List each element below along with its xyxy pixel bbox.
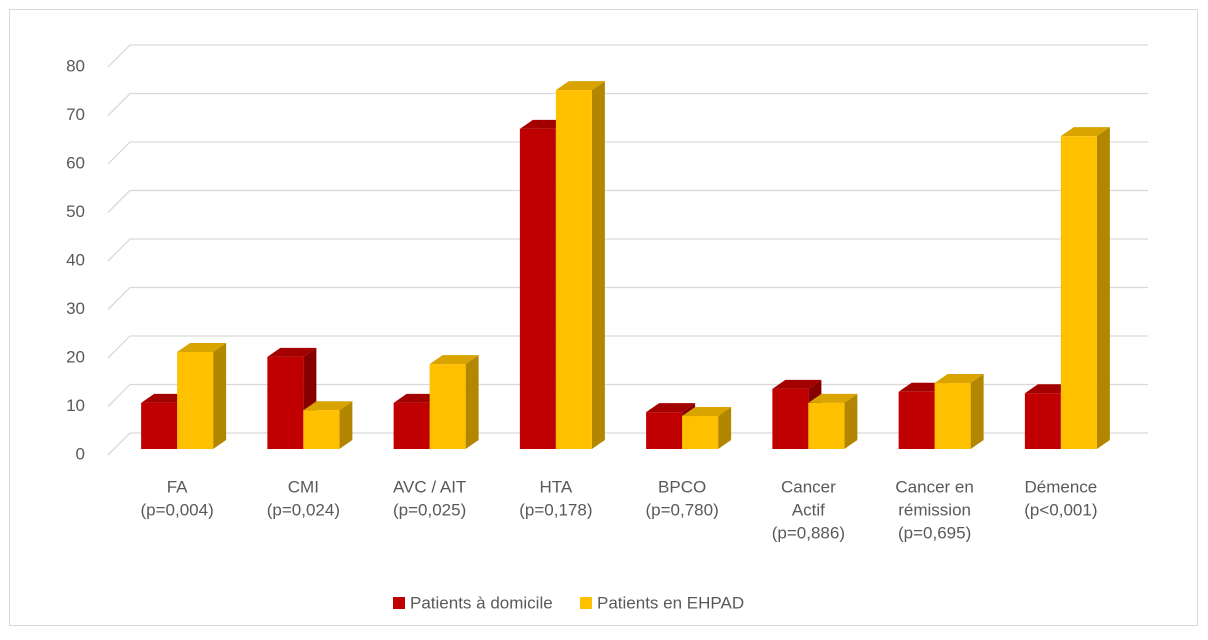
bar-front bbox=[429, 364, 466, 449]
x-tick-label: (p=0,886) bbox=[772, 523, 845, 542]
bar-side bbox=[1096, 127, 1110, 450]
bar-top bbox=[177, 343, 227, 352]
bar-front bbox=[1024, 393, 1061, 449]
bar-front bbox=[519, 128, 556, 449]
y-tick-label: 60 bbox=[66, 153, 85, 172]
bar-side bbox=[591, 81, 605, 449]
bar-top bbox=[555, 81, 605, 91]
x-tick-label: rémission bbox=[898, 500, 971, 519]
x-tick-label: FA bbox=[167, 477, 188, 496]
grid-diagonal bbox=[107, 238, 131, 262]
y-tick-label: 40 bbox=[66, 250, 85, 269]
bar-front bbox=[141, 402, 178, 449]
legend-label: Patients en EHPAD bbox=[597, 593, 744, 612]
bar-side bbox=[213, 343, 227, 449]
grid-diagonal bbox=[107, 287, 131, 310]
bar-front bbox=[772, 388, 809, 449]
grid-diagonal bbox=[107, 335, 131, 359]
grid-diagonal bbox=[107, 93, 131, 116]
bar-top bbox=[934, 374, 984, 384]
x-tick-label: (p<0,001) bbox=[1024, 500, 1097, 519]
x-tick-label: (p=0,024) bbox=[267, 500, 340, 519]
bar-side bbox=[339, 401, 353, 449]
bar bbox=[267, 347, 317, 449]
legend-label: Patients à domicile bbox=[410, 593, 553, 612]
bar bbox=[177, 343, 227, 449]
bar-top bbox=[1060, 127, 1110, 137]
bar-top bbox=[429, 355, 479, 365]
grid-diagonal bbox=[107, 190, 131, 213]
bar-side bbox=[970, 374, 984, 449]
y-tick-label: 80 bbox=[66, 56, 85, 75]
grid-diagonal bbox=[107, 141, 131, 165]
bar-front bbox=[393, 402, 430, 449]
bar-top bbox=[682, 407, 732, 417]
bar-top bbox=[808, 393, 858, 403]
bar-front bbox=[555, 90, 592, 449]
x-tick-label: (p=0,780) bbox=[646, 500, 719, 519]
bar-top bbox=[772, 379, 822, 389]
x-tick-label: AVC / AIT bbox=[393, 477, 466, 496]
bar bbox=[934, 374, 984, 449]
bar-front bbox=[303, 410, 340, 449]
y-tick-label: 70 bbox=[66, 105, 85, 124]
bar-side bbox=[718, 407, 732, 449]
legend-swatch bbox=[393, 597, 405, 609]
grid-diagonal bbox=[107, 384, 131, 407]
bar-front bbox=[177, 352, 214, 449]
bar-top bbox=[303, 401, 353, 411]
bar-front bbox=[267, 356, 304, 449]
x-tick-label: HTA bbox=[540, 477, 573, 496]
x-tick-label: Cancer en bbox=[895, 477, 973, 496]
x-tick-label: Cancer bbox=[781, 477, 836, 496]
x-tick-label: (p=0,004) bbox=[141, 500, 214, 519]
bar-front bbox=[808, 402, 845, 449]
bar-top bbox=[267, 347, 317, 357]
x-tick-label: Démence bbox=[1024, 477, 1097, 496]
bar-side bbox=[844, 393, 858, 449]
x-tick-label: (p=0,695) bbox=[898, 523, 971, 542]
x-tick-label: (p=0,178) bbox=[519, 500, 592, 519]
bar-front bbox=[1060, 136, 1097, 450]
grid-diagonal bbox=[107, 44, 131, 68]
y-tick-label: 50 bbox=[66, 202, 85, 221]
bar-front bbox=[934, 383, 971, 449]
bar-front bbox=[646, 412, 683, 449]
bar-top bbox=[646, 403, 696, 413]
x-tick-label: BPCO bbox=[658, 477, 706, 496]
bar-side bbox=[465, 355, 479, 449]
bar bbox=[429, 355, 479, 449]
legend-swatch bbox=[580, 597, 592, 609]
y-tick-label: 30 bbox=[66, 299, 85, 318]
grid-diagonal bbox=[107, 432, 131, 456]
bar bbox=[682, 407, 732, 449]
y-tick-label: 10 bbox=[66, 396, 85, 415]
x-tick-label: Actif bbox=[792, 500, 825, 519]
bar bbox=[303, 401, 353, 449]
bar-front bbox=[682, 416, 719, 449]
bar bbox=[555, 81, 605, 449]
bar-front bbox=[898, 391, 935, 449]
y-tick-label: 0 bbox=[76, 444, 85, 463]
y-tick-label: 20 bbox=[66, 347, 85, 366]
bar bbox=[808, 393, 858, 449]
x-tick-label: CMI bbox=[288, 477, 319, 496]
x-tick-label: (p=0,025) bbox=[393, 500, 466, 519]
bar bbox=[1060, 127, 1110, 450]
